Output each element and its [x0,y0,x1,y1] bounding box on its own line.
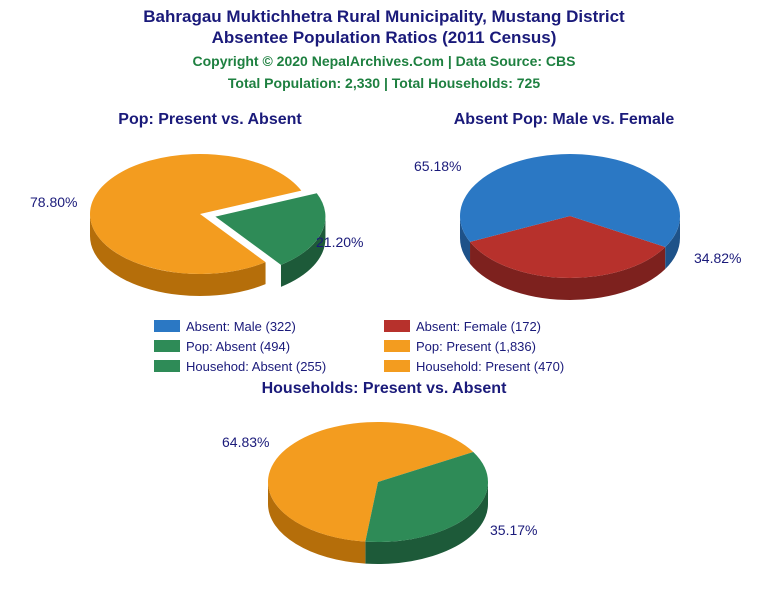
legend: Absent: Male (322) Absent: Female (172) Po… [154,316,614,376]
legend-swatch [384,340,410,352]
chart-pop-title: Pop: Present vs. Absent [80,111,340,129]
legend-item: Household: Present (470) [384,356,614,376]
legend-swatch [154,360,180,372]
chart-pop [70,134,350,339]
legend-label: Absent: Female (172) [416,319,541,334]
legend-item: Absent: Male (322) [154,316,384,336]
legend-item: Pop: Present (1,836) [384,336,614,356]
pop-present-pct: 78.80% [30,194,77,210]
copyright-line: Copyright © 2020 NepalArchives.Com | Dat… [0,53,768,69]
chart-hh [248,402,528,607]
legend-label: Househod: Absent (255) [186,359,326,374]
chart-hh-title: Households: Present vs. Absent [234,380,534,398]
legend-swatch [384,320,410,332]
legend-item: Pop: Absent (494) [154,336,384,356]
legend-label: Pop: Present (1,836) [416,339,536,354]
legend-swatch [384,360,410,372]
legend-swatch [154,320,180,332]
totals-line: Total Population: 2,330 | Total Househol… [0,75,768,91]
legend-label: Pop: Absent (494) [186,339,290,354]
gender-female-pct: 34.82% [694,250,741,266]
chart-gender-title: Absent Pop: Male vs. Female [414,111,714,129]
legend-label: Absent: Male (322) [186,319,296,334]
hh-absent-pct: 35.17% [490,522,537,538]
gender-male-pct: 65.18% [414,158,461,174]
hh-present-pct: 64.83% [222,434,269,450]
chart-gender [440,134,720,339]
legend-swatch [154,340,180,352]
legend-label: Household: Present (470) [416,359,564,374]
legend-item: Househod: Absent (255) [154,356,384,376]
main-title: Bahragau Muktichhetra Rural Municipality… [0,6,768,49]
legend-item: Absent: Female (172) [384,316,614,336]
pop-absent-pct: 21.20% [316,234,363,250]
